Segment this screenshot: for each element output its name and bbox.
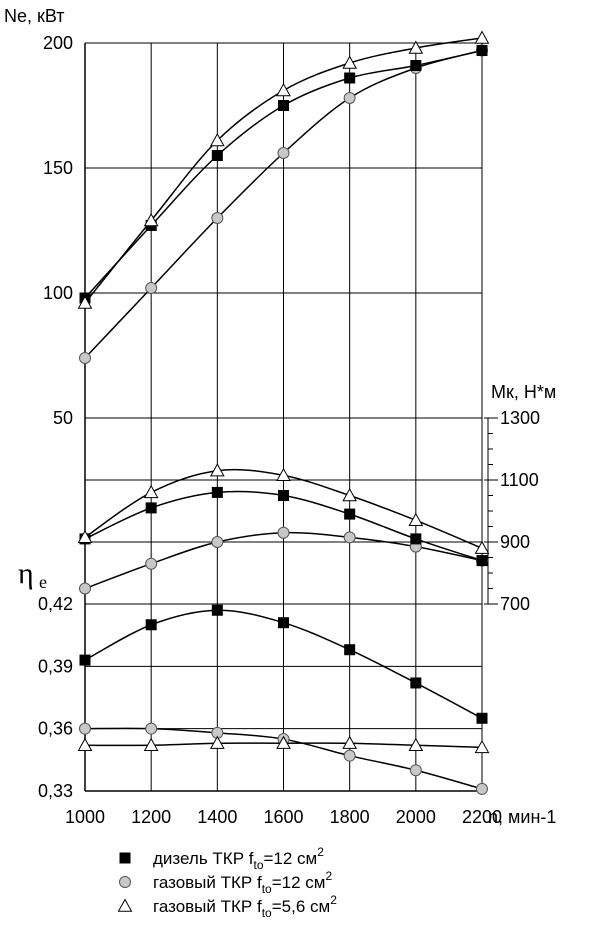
ne-point-circle — [79, 352, 91, 364]
mk-point-square — [278, 490, 289, 501]
mk-tick-label: 900 — [500, 532, 530, 552]
legend-label: дизель ТКР fto=12 см2 — [153, 845, 324, 872]
ne-point-square — [278, 100, 289, 111]
mk-point-triangle — [342, 487, 358, 502]
eta-point-triangle — [276, 735, 291, 749]
eta-point-triangle — [209, 735, 225, 749]
ne-point-circle — [277, 147, 290, 159]
eta-point-circle — [343, 749, 356, 762]
eta-point-square — [79, 654, 91, 666]
eta-point-triangle — [143, 737, 159, 751]
eta-point-square — [145, 619, 157, 631]
x-tick-label: 1600 — [263, 807, 303, 827]
x-tick-label: 1200 — [131, 807, 171, 827]
mk-point-circle — [277, 526, 290, 539]
legend-marker-triangle — [117, 898, 133, 912]
ne-point-square — [410, 60, 422, 71]
legend-label: газовый ТКР fto=12 см2 — [153, 869, 332, 896]
ne-point-triangle — [143, 212, 159, 227]
ne-point-square — [344, 72, 356, 84]
eta-tick-label: 0,36 — [38, 719, 73, 739]
eta-point-circle — [79, 722, 91, 735]
eta-point-circle — [476, 782, 488, 795]
ne-tick-label: 200 — [43, 33, 73, 53]
ne-point-triangle — [77, 295, 93, 309]
mk-point-triangle — [276, 467, 291, 482]
x-tick-label: 2200 — [462, 807, 502, 827]
ne-axis-title: Ne, кВт — [4, 6, 65, 26]
eta-tick-label: 0,33 — [38, 781, 73, 801]
ne-point-circle — [211, 212, 224, 224]
mk-point-square — [410, 533, 422, 545]
eta-point-square — [410, 677, 422, 689]
ne-point-circle — [343, 92, 356, 104]
mk-point-triangle — [209, 463, 225, 477]
eta-point-square — [344, 644, 356, 656]
mk-point-triangle — [143, 484, 159, 499]
axes — [84, 43, 498, 792]
ne-point-square — [211, 150, 223, 161]
mk-point-circle — [79, 582, 91, 595]
x-tick-label: 1800 — [330, 807, 370, 827]
mk-tick-label: 1300 — [500, 408, 540, 428]
ne-tick-label: 150 — [43, 158, 73, 178]
eta-point-square — [476, 712, 488, 724]
eta-tick-label: 0,42 — [38, 594, 73, 614]
x-tick-label: 2000 — [396, 807, 436, 827]
legend-marker-square — [119, 852, 131, 864]
legend-marker-circle — [119, 876, 131, 888]
mk-axis-title: Мк, Н*м — [491, 382, 556, 402]
mk-point-triangle — [77, 529, 93, 544]
mk-tick-label: 700 — [500, 594, 530, 614]
ne-point-square — [476, 45, 488, 56]
ne-point-triangle — [342, 55, 358, 69]
mk-tick-label: 1100 — [500, 470, 539, 490]
mk-point-square — [476, 555, 488, 567]
texts: 200 150 100 50 1300 1100 900 700 0,42 0,39 0,36 0,3… — [4, 6, 556, 827]
ne-tick-label: 100 — [43, 283, 73, 303]
x-tick-label: 1000 — [65, 807, 105, 827]
eta-point-triangle — [474, 739, 490, 754]
eta-point-triangle — [342, 735, 358, 749]
mk-point-square — [145, 502, 157, 514]
mk-point-triangle — [474, 540, 490, 554]
eta-point-circle — [409, 764, 422, 777]
ne-point-circle — [145, 282, 158, 294]
eta-axis-title: η — [18, 557, 34, 590]
mk-point-square — [211, 486, 223, 498]
mk-point-circle — [145, 557, 158, 570]
eta-point-triangle — [77, 737, 93, 751]
mk-point-triangle — [408, 512, 424, 526]
mk-point-square — [344, 508, 356, 520]
ne-point-triangle — [209, 132, 225, 147]
eta-point-square — [211, 604, 223, 616]
eta-point-circle — [145, 722, 158, 735]
x-axis-title: n, мин-1 — [488, 807, 556, 827]
ne-tick-label: 50 — [53, 408, 73, 428]
eta-tick-label: 0,39 — [38, 656, 73, 676]
x-tick-label: 1400 — [197, 807, 237, 827]
eta-point-square — [278, 617, 289, 629]
mk-point-circle — [343, 531, 356, 544]
eta-axis-subscript: e — [39, 572, 47, 592]
eta-point-triangle — [408, 737, 424, 751]
mk-point-circle — [211, 536, 224, 548]
ne-point-triangle — [408, 40, 424, 54]
ne-point-triangle — [474, 30, 490, 44]
markers — [77, 30, 490, 795]
legend-label: газовый ТКР fto=5,6 см2 — [153, 893, 337, 920]
ne-point-triangle — [276, 82, 291, 97]
